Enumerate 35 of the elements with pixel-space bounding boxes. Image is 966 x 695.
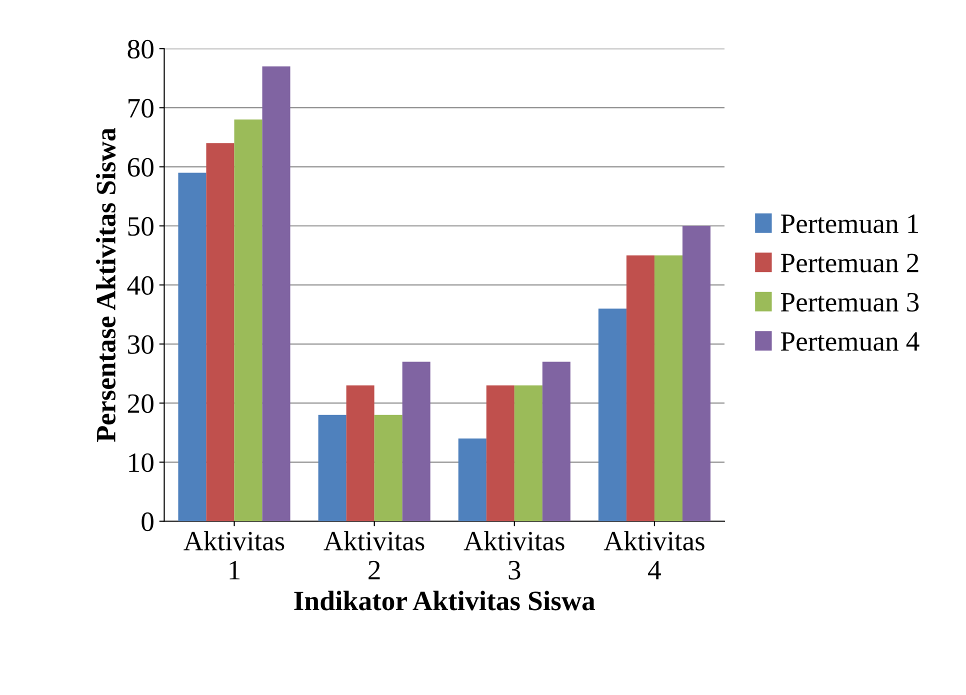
x-tick-label: Aktivitas 4 [604,530,704,580]
y-tick-label: 30 [128,335,154,354]
y-tick-label: 40 [127,276,154,295]
bar [626,255,654,522]
bar [542,362,570,522]
bar [234,120,262,522]
legend-label: Pertemuan 2 [780,254,918,272]
x-tick-label: Aktivitas 3 [464,530,564,580]
bar [206,143,234,522]
y-tick-label: 20 [128,394,154,414]
x-tick-label: Aktivitas 1 [184,530,284,580]
bar [178,172,206,522]
y-tick-label: 50 [128,217,154,236]
legend-label: Pertemuan 1 [780,214,918,234]
bar [262,66,290,522]
bar [514,385,542,522]
y-tick-label: 70 [128,98,154,118]
y-axis-title: Persentase Aktivitas Siswa [96,128,116,442]
bar [402,362,430,522]
legend-label: Pertemuan 4 [780,332,920,351]
bar [654,255,682,522]
y-tick-label: 10 [129,453,154,472]
bar [346,385,374,522]
y-tick-label: 60 [128,158,154,177]
bar [682,226,710,522]
y-tick-label: 80 [128,40,154,59]
bar [458,438,486,522]
bar [318,414,346,522]
x-axis-title: Indikator Aktivitas Siswa [294,590,595,610]
legend-label: Pertemuan 3 [780,292,919,312]
bar [486,385,514,522]
bar [598,308,626,522]
y-tick-label: 0 [142,512,154,532]
x-tick-label: Aktivitas 2 [324,530,424,580]
bar [374,414,402,522]
